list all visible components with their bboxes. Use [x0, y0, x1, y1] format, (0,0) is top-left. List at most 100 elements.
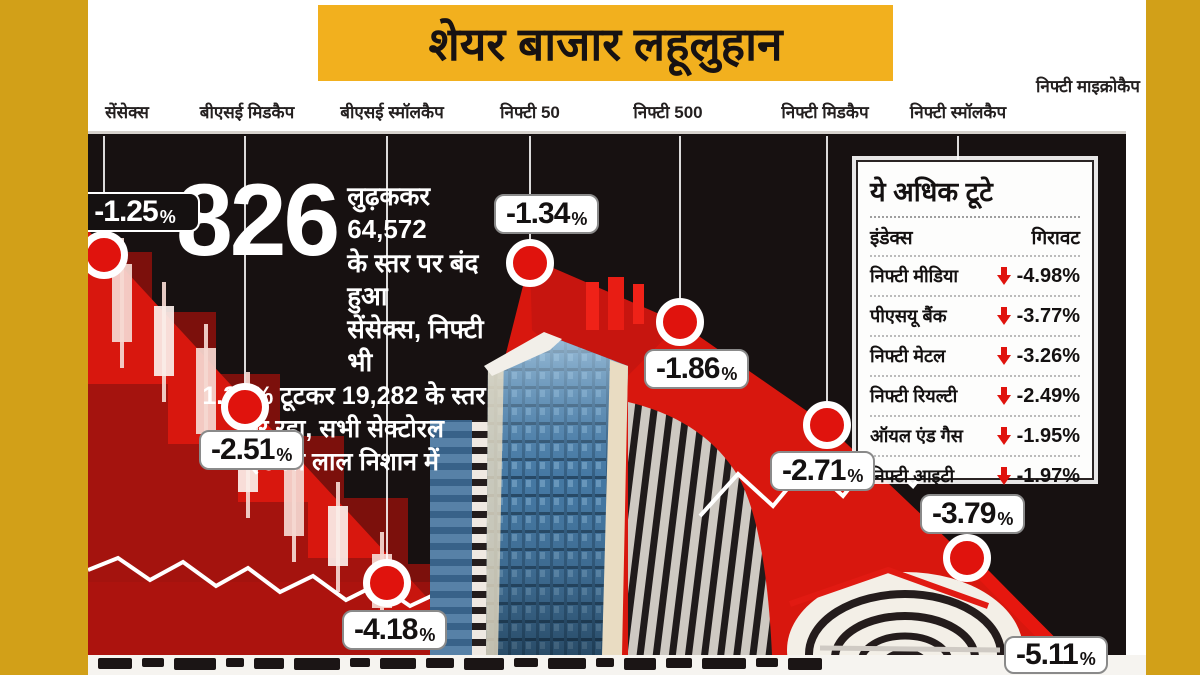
- value-text: -1.25: [94, 195, 158, 228]
- axis-label-bse-midcap: बीएसई मिडकैप: [199, 103, 295, 122]
- data-point-nifty500: [656, 298, 704, 346]
- value-pill-nifty-microcap: -5.11%: [1004, 636, 1108, 674]
- cropped-text-remnant: [254, 658, 284, 669]
- down-arrow-icon: [996, 347, 1012, 365]
- percent-sign: %: [276, 445, 293, 465]
- connector-line: [826, 136, 828, 404]
- sector-name: निफ्टी आइटी: [870, 466, 955, 486]
- summary-line: के स्तर पर बंद हुआ: [347, 247, 479, 311]
- cropped-text-remnant: [514, 658, 538, 667]
- percent-sign: %: [997, 509, 1014, 529]
- axis-label-nifty-microcap: निफ्टी माइक्रोकैप: [1036, 77, 1140, 96]
- cropped-text-remnant: [624, 658, 656, 670]
- cropped-caption-strip: [88, 655, 1146, 675]
- connector-line: [957, 136, 959, 162]
- cropped-text-remnant: [350, 658, 370, 667]
- sector-name: निफ्टी रियल्टी: [870, 386, 958, 406]
- sector-name: निफ्टी मेटल: [870, 346, 946, 366]
- percent-sign: %: [847, 466, 864, 486]
- table-row: निफ्टी आइटी -1.97%: [870, 457, 1080, 495]
- down-arrow-icon: [996, 467, 1012, 485]
- percent-sign: %: [419, 625, 436, 645]
- page-border-left: [0, 0, 88, 675]
- axis-label-bse-smallcap: बीएसई स्मॉलकैप: [340, 103, 444, 122]
- summary-annotation: 826 लुढ़ककर 64,572 के स्तर पर बंद हुआ से…: [176, 163, 512, 479]
- axis-label-nifty-smallcap: निफ्टी स्मॉलकैप: [909, 103, 1007, 122]
- percent-sign: %: [1079, 649, 1096, 669]
- cropped-text-remnant: [756, 658, 778, 667]
- sector-name: ऑयल एंड गैस: [870, 426, 963, 446]
- value-pill-nifty50: -1.34%: [494, 194, 600, 234]
- value-pill-nifty-midcap: -2.71%: [770, 451, 876, 491]
- data-point-bse-smallcap: [363, 559, 411, 607]
- value-pill-bse-smallcap: -4.18%: [342, 610, 448, 650]
- cropped-text-remnant: [174, 658, 216, 670]
- value-pill-sensex: -1.25%: [70, 192, 200, 232]
- table-row: ऑयल एंड गैस -1.95%: [870, 417, 1080, 457]
- connector-line: [386, 136, 388, 562]
- percent-sign: %: [571, 209, 588, 229]
- points-lost-number: 826: [176, 163, 340, 277]
- data-point-nifty-smallcap: [943, 534, 991, 582]
- sector-drop-value: -2.49%: [1016, 384, 1080, 407]
- cropped-text-remnant: [702, 658, 746, 669]
- value-text: -1.86: [656, 352, 720, 385]
- data-point-bse-midcap: [221, 383, 269, 431]
- sector-name: निफ्टी मीडिया: [870, 266, 959, 286]
- table-row: निफ्टी रियल्टी -2.49%: [870, 377, 1080, 417]
- cropped-text-remnant: [426, 658, 454, 668]
- sector-drop-value: -1.95%: [1016, 424, 1080, 447]
- connector-line: [529, 136, 531, 242]
- cropped-text-remnant: [142, 658, 164, 667]
- column-header-index: इंडेक्स: [870, 228, 913, 249]
- sector-drop-value: -3.26%: [1016, 344, 1080, 367]
- data-point-nifty50: [506, 239, 554, 287]
- axis-label-nifty500: निफ्टी 500: [633, 103, 703, 122]
- axis-label-nifty-midcap: निफ्टी मिडकैप: [781, 103, 869, 122]
- cropped-text-remnant: [548, 658, 586, 669]
- sector-drop-value: -4.98%: [1016, 264, 1080, 287]
- cropped-text-remnant: [666, 658, 692, 668]
- sector-name: पीएसयू बैंक: [870, 306, 947, 326]
- sector-drop-value: -3.77%: [1016, 304, 1080, 327]
- cropped-text-remnant: [226, 658, 244, 667]
- column-header-drop: गिरावट: [1031, 228, 1080, 249]
- value-text: -2.51: [211, 433, 275, 466]
- axis-label-nifty50: निफ्टी 50: [500, 103, 560, 122]
- connector-line: [679, 136, 681, 301]
- data-point-nifty-midcap: [803, 401, 851, 449]
- page-title: शेयर बाजार लहूलुहान: [428, 18, 783, 70]
- value-pill-bse-midcap: -2.51%: [199, 430, 305, 470]
- page-border-right: [1146, 0, 1200, 675]
- value-pill-nifty500: -1.86%: [644, 349, 750, 389]
- table-row: पीएसयू बैंक -3.77%: [870, 297, 1080, 337]
- connector-line: [103, 136, 105, 234]
- down-arrow-icon: [996, 307, 1012, 325]
- cropped-text-remnant: [464, 658, 504, 670]
- down-arrow-icon: [996, 387, 1012, 405]
- connector-line: [244, 136, 246, 386]
- cropped-text-remnant: [788, 658, 822, 670]
- cropped-text-remnant: [294, 658, 340, 670]
- value-text: -3.79: [932, 497, 996, 530]
- panel-title: ये अधिक टूटे: [870, 168, 1080, 218]
- axis-label-sensex: सेंसेक्स: [105, 103, 149, 122]
- percent-sign: %: [159, 207, 176, 227]
- cropped-text-remnant: [596, 658, 614, 667]
- summary-line: सेंसेक्स, निफ्टी भी: [347, 314, 484, 378]
- sector-drop-value: -1.97%: [1016, 464, 1080, 487]
- summary-line: लुढ़ककर 64,572: [347, 181, 431, 245]
- value-text: -5.11: [1016, 638, 1079, 671]
- value-pill-nifty-smallcap: -3.79%: [920, 494, 1026, 534]
- cropped-text-remnant: [98, 658, 132, 669]
- sector-drops-panel: ये अधिक टूटे इंडेक्स गिरावट निफ्टी मीडिय…: [856, 160, 1094, 487]
- value-text: -1.34: [506, 197, 570, 230]
- table-row: निफ्टी मेटल -3.26%: [870, 337, 1080, 377]
- value-text: -2.71: [782, 454, 846, 487]
- value-text: -4.18: [354, 613, 418, 646]
- percent-sign: %: [721, 364, 738, 384]
- down-arrow-icon: [996, 267, 1012, 285]
- down-arrow-icon: [996, 427, 1012, 445]
- headline-banner: शेयर बाजार लहूलुहान: [318, 5, 893, 81]
